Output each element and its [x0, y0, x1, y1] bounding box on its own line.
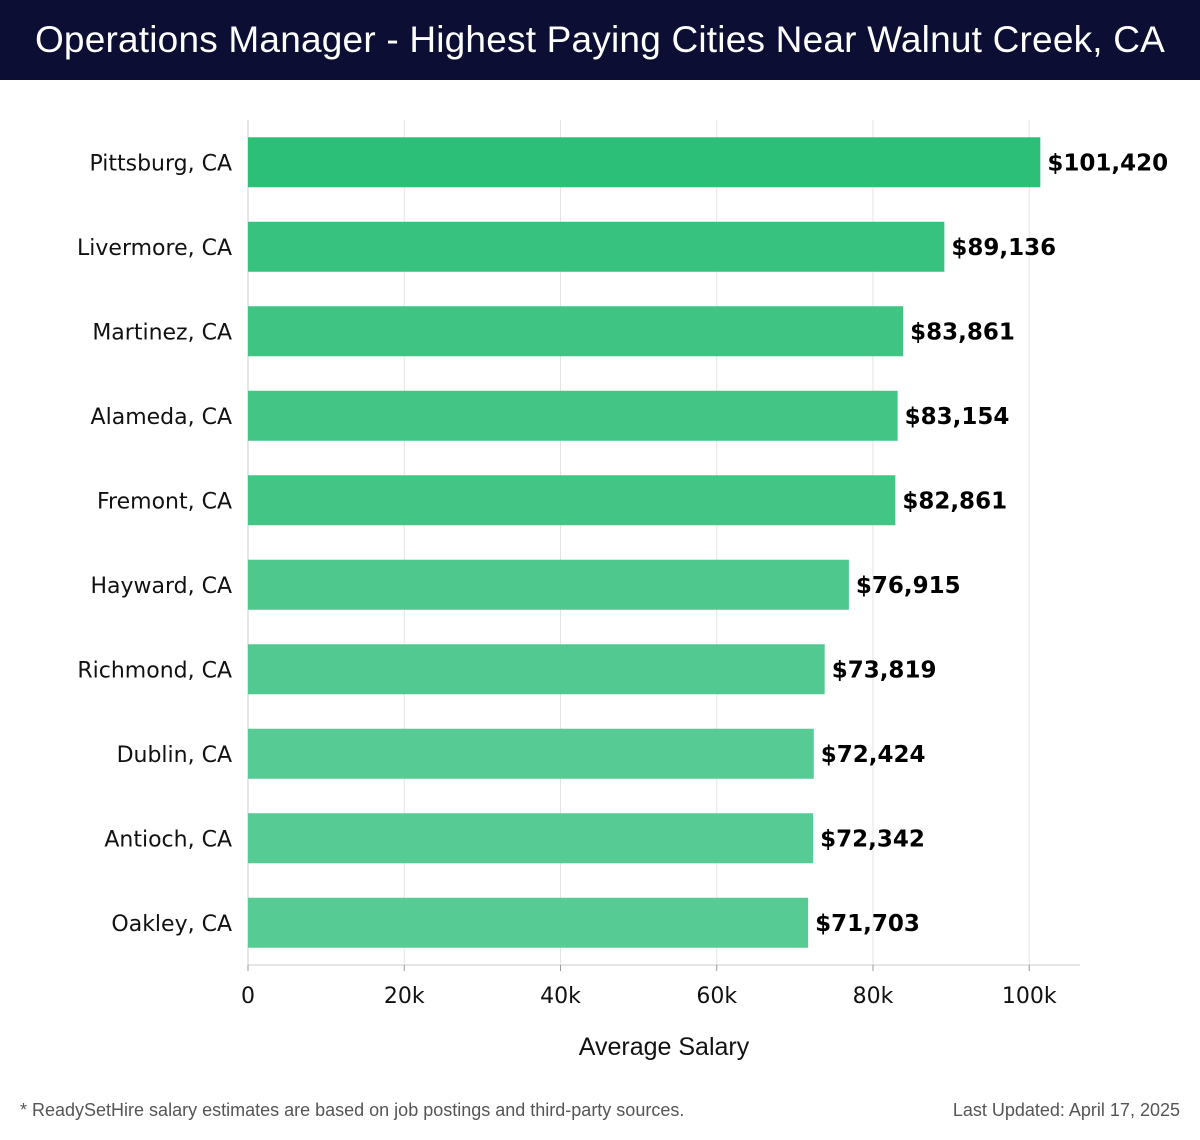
x-tick-label: 20k: [384, 984, 425, 1009]
value-label: $83,154: [905, 404, 1010, 430]
bar: [248, 728, 814, 779]
bar: [248, 221, 945, 272]
value-label: $71,703: [815, 911, 920, 937]
value-label: $73,819: [832, 657, 937, 683]
category-label: Martinez, CA: [92, 320, 232, 345]
value-label: $72,424: [821, 742, 926, 768]
bar: [248, 644, 825, 695]
bar: [248, 390, 898, 441]
category-label: Dublin, CA: [117, 743, 232, 768]
title-bar: Operations Manager - Highest Paying Citi…: [0, 0, 1200, 80]
last-updated: Last Updated: April 17, 2025: [952, 1100, 1180, 1120]
bar: [248, 559, 849, 610]
chart-title: Operations Manager - Highest Paying Citi…: [34, 19, 1166, 60]
category-label: Livermore, CA: [77, 236, 232, 261]
bar: [248, 813, 814, 864]
value-label: $89,136: [951, 235, 1056, 261]
category-label: Hayward, CA: [90, 574, 232, 599]
category-label: Oakley, CA: [111, 912, 232, 937]
bar: [248, 897, 809, 948]
category-label: Alameda, CA: [91, 405, 232, 430]
category-label: Pittsburg, CA: [89, 151, 232, 176]
bar: [248, 306, 904, 357]
footer-note: * ReadySetHire salary estimates are base…: [20, 1100, 685, 1120]
x-tick-label: 60k: [696, 984, 737, 1009]
bar: [248, 475, 896, 526]
bar: [248, 137, 1041, 188]
category-label: Fremont, CA: [97, 489, 232, 514]
category-label: Richmond, CA: [77, 658, 232, 683]
value-label: $83,861: [910, 319, 1015, 345]
value-label: $82,861: [902, 488, 1007, 514]
x-tick-label: 0: [241, 984, 255, 1009]
value-label: $72,342: [820, 826, 925, 852]
salary-bar-chart: Pittsburg, CA $101,420 Livermore, CA $89,13…: [77, 120, 1168, 1061]
category-label: Antioch, CA: [104, 827, 232, 852]
value-label: $76,915: [856, 573, 961, 599]
x-tick-label: 40k: [540, 984, 581, 1009]
value-label: $101,420: [1047, 150, 1168, 176]
x-tick-label: 80k: [853, 984, 894, 1009]
x-axis-title: Average Salary: [579, 1033, 750, 1061]
x-tick-label: 100k: [1002, 984, 1057, 1009]
